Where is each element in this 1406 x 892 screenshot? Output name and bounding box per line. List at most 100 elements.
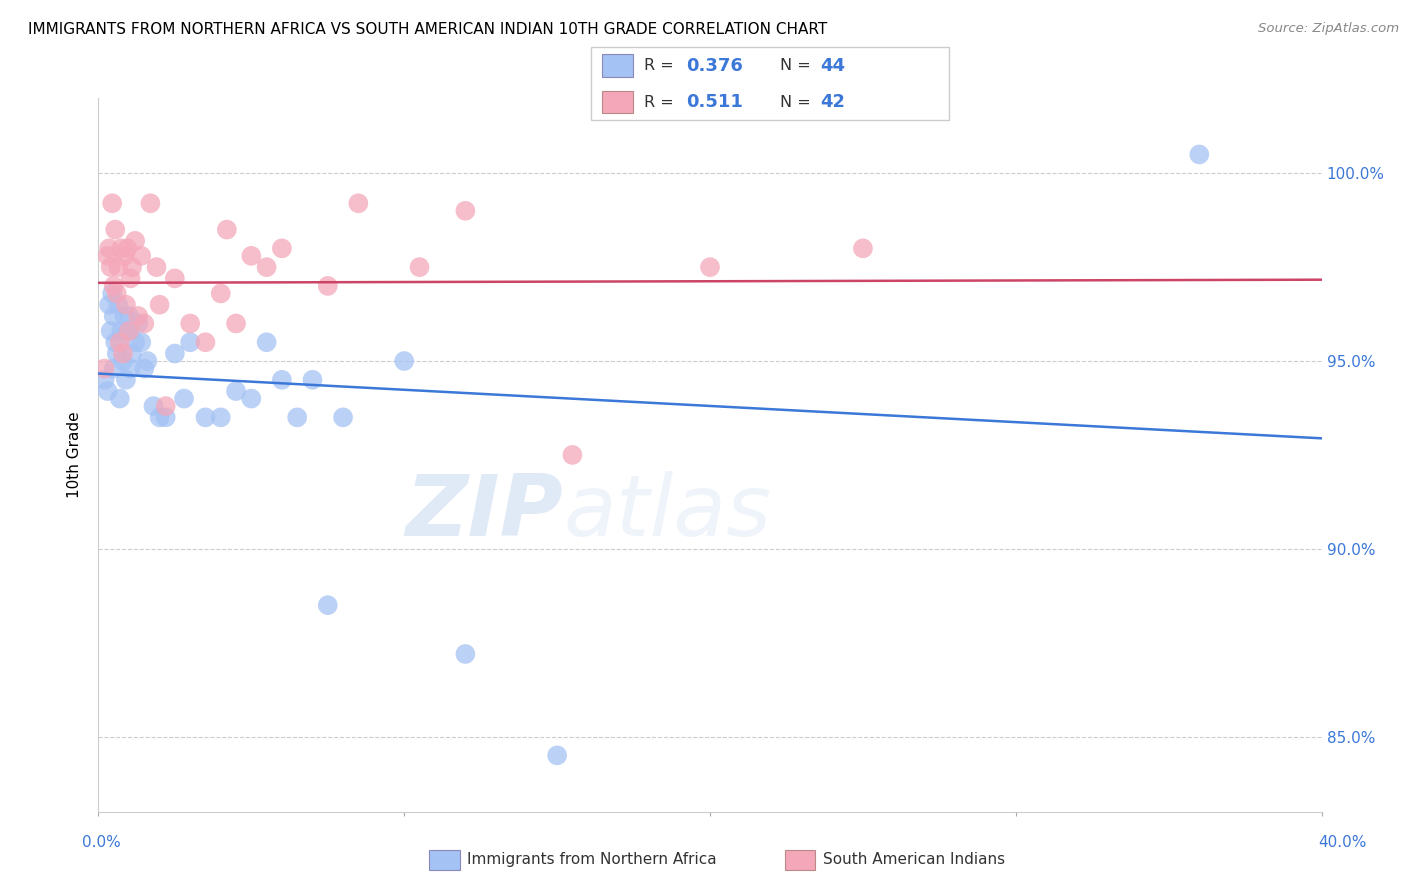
Text: IMMIGRANTS FROM NORTHERN AFRICA VS SOUTH AMERICAN INDIAN 10TH GRADE CORRELATION : IMMIGRANTS FROM NORTHERN AFRICA VS SOUTH… (28, 22, 827, 37)
Point (110, 241, 132, 255)
Text: Source: ZipAtlas.com: Source: ZipAtlas.com (1258, 22, 1399, 36)
Text: atlas: atlas (564, 470, 772, 554)
Text: 42: 42 (820, 93, 845, 112)
Point (134, 361, 156, 376)
Point (332, 410, 354, 425)
Point (129, 249, 152, 263)
Point (149, 410, 172, 425)
Point (454, 203, 477, 218)
Text: South American Indians: South American Indians (823, 853, 1005, 867)
Point (1188, 147, 1211, 161)
Point (149, 298, 172, 312)
Point (194, 410, 217, 425)
Point (100, 324, 122, 338)
Text: 0.511: 0.511 (686, 93, 742, 112)
Point (270, 373, 294, 387)
Point (139, 196, 162, 211)
Point (115, 373, 138, 387)
Point (852, 241, 875, 255)
Point (98, 298, 121, 312)
Text: R =: R = (644, 58, 679, 73)
Point (546, 748, 568, 763)
Point (124, 234, 146, 248)
Point (134, 317, 156, 331)
Point (155, 399, 177, 413)
Point (97, 384, 120, 398)
Point (100, 260, 122, 274)
Point (104, 222, 127, 236)
Point (120, 361, 142, 376)
Point (110, 324, 132, 338)
Point (209, 286, 232, 301)
Point (179, 335, 201, 350)
Text: 0.376: 0.376 (686, 56, 742, 75)
Text: ZIP: ZIP (405, 470, 564, 554)
Text: N =: N = (780, 95, 817, 110)
Point (103, 279, 125, 293)
Point (285, 410, 308, 425)
Point (408, 260, 430, 274)
Point (112, 249, 135, 263)
Point (107, 260, 129, 274)
Point (561, 448, 583, 462)
Point (105, 286, 128, 301)
Point (101, 286, 124, 301)
Text: 40.0%: 40.0% (1319, 836, 1367, 850)
Point (121, 260, 143, 274)
Point (454, 647, 477, 661)
Point (118, 309, 141, 323)
Point (121, 346, 143, 360)
Point (108, 335, 131, 350)
Point (101, 196, 124, 211)
Text: N =: N = (780, 58, 817, 73)
Y-axis label: 10th Grade: 10th Grade (67, 411, 83, 499)
Point (103, 361, 125, 376)
Point (93, 361, 115, 376)
Point (120, 271, 142, 285)
Text: R =: R = (644, 95, 679, 110)
Point (127, 317, 149, 331)
Point (163, 271, 186, 285)
Text: 0.0%: 0.0% (82, 836, 121, 850)
Point (111, 346, 134, 360)
Point (108, 392, 131, 406)
Point (163, 346, 186, 360)
Point (301, 373, 323, 387)
Point (117, 324, 139, 338)
Point (392, 354, 416, 368)
Point (112, 309, 135, 323)
Point (111, 354, 134, 368)
Text: 44: 44 (820, 56, 845, 75)
Point (194, 335, 217, 350)
Point (107, 298, 129, 312)
Point (97, 249, 120, 263)
Point (179, 317, 201, 331)
Point (104, 335, 127, 350)
Point (209, 410, 232, 425)
Point (129, 335, 152, 350)
Point (127, 309, 149, 323)
Point (98, 241, 121, 255)
Point (256, 335, 278, 350)
Point (225, 384, 247, 398)
Point (124, 335, 146, 350)
Point (215, 222, 238, 236)
Point (270, 241, 294, 255)
Point (105, 346, 128, 360)
Point (117, 241, 139, 255)
Point (173, 392, 195, 406)
Point (93, 373, 115, 387)
Point (347, 196, 370, 211)
Point (240, 249, 263, 263)
Point (103, 309, 125, 323)
Point (142, 399, 165, 413)
Text: Immigrants from Northern Africa: Immigrants from Northern Africa (467, 853, 717, 867)
Point (155, 410, 177, 425)
Point (240, 392, 263, 406)
Point (145, 260, 167, 274)
Point (699, 260, 721, 274)
Point (225, 317, 247, 331)
Point (115, 298, 138, 312)
Point (256, 260, 278, 274)
Point (316, 598, 339, 612)
